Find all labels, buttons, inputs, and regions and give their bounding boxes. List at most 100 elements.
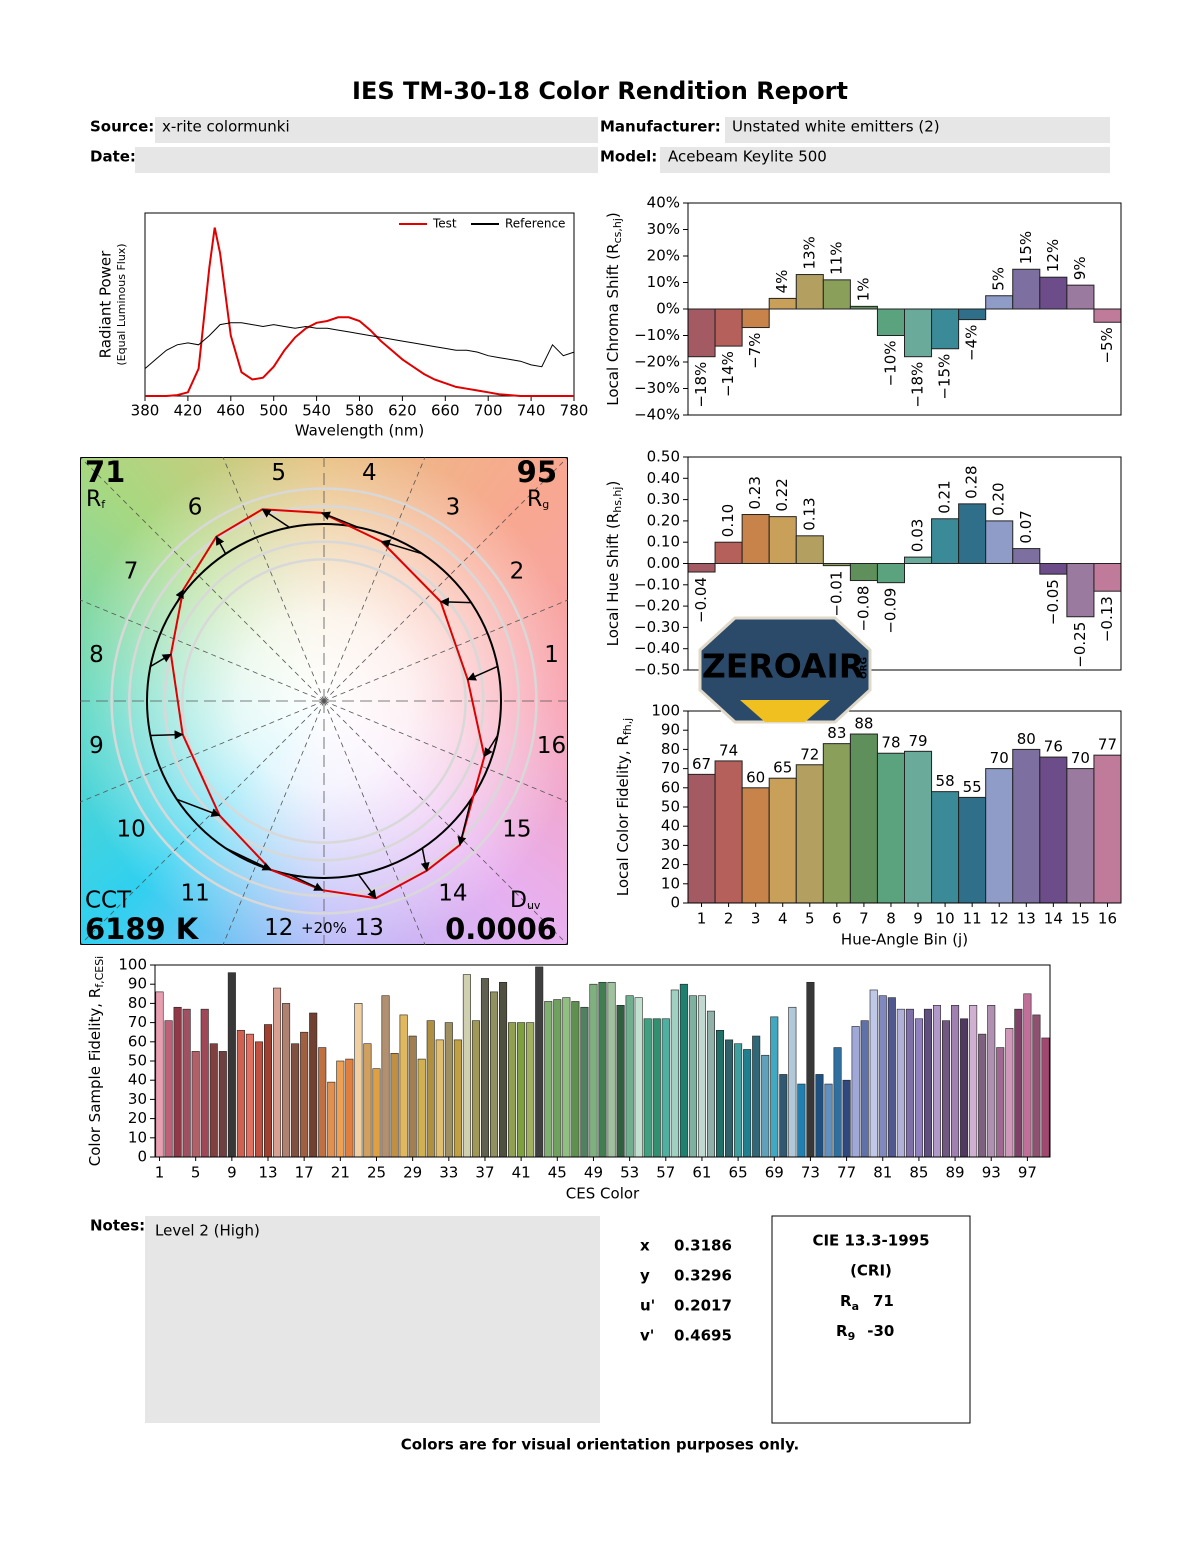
rg-label: Rg xyxy=(527,487,549,512)
axes-frame xyxy=(144,212,575,397)
bar xyxy=(849,563,878,582)
bar xyxy=(770,1016,779,1158)
bar xyxy=(562,997,571,1158)
ring-label: +20% xyxy=(301,919,347,937)
bar xyxy=(273,987,282,1158)
y-tick-label: 50 xyxy=(128,1052,147,1070)
value-label: 67 xyxy=(692,755,711,773)
shift-arrow xyxy=(420,848,430,872)
y-tick-label: −0.40 xyxy=(634,639,680,657)
bin-label: 14 xyxy=(438,880,467,906)
notes-text: Level 2 (High) xyxy=(155,1222,260,1240)
y-tick-label: 80 xyxy=(661,740,680,758)
x-tick-label: 13 xyxy=(258,1164,277,1182)
value-label: 78 xyxy=(881,734,900,752)
bar xyxy=(363,1043,372,1158)
bar xyxy=(652,1018,661,1158)
bin-divider xyxy=(222,700,325,945)
y-tick-label: 10% xyxy=(647,273,680,291)
text-part: f,CESi xyxy=(93,956,106,988)
bar xyxy=(1014,1008,1023,1158)
bar xyxy=(327,1081,336,1158)
x-tick-label: 420 xyxy=(174,402,203,420)
value-label: 65 xyxy=(773,759,792,777)
bin-label: 13 xyxy=(355,915,384,941)
bar xyxy=(182,1008,191,1158)
bar xyxy=(741,514,770,565)
y-axis-label: (Equal Luminous Flux) xyxy=(115,243,128,365)
y-tick-label: 20 xyxy=(128,1109,147,1127)
ring xyxy=(163,540,485,862)
x-tick-label: 25 xyxy=(367,1164,386,1182)
rg-value: 95 xyxy=(517,455,557,489)
bar xyxy=(931,518,960,565)
value-label: 74 xyxy=(719,741,738,759)
bin-label: 15 xyxy=(502,816,531,842)
bar xyxy=(788,1006,797,1158)
bar xyxy=(716,1029,725,1158)
x-tick-label: 81 xyxy=(873,1164,892,1182)
y-tick-label: 80 xyxy=(128,994,147,1012)
footer: Colors are for visual orientation purpos… xyxy=(401,1436,800,1454)
x-tick-label: 1 xyxy=(697,910,707,928)
value-label: 70 xyxy=(990,749,1009,767)
bar xyxy=(849,305,878,310)
bin-divider xyxy=(222,457,325,702)
value-label: 79 xyxy=(908,732,927,750)
bar xyxy=(1039,563,1068,575)
y-tick-label: 40 xyxy=(661,817,680,835)
bar xyxy=(851,1026,860,1158)
notes-label: Notes: xyxy=(90,1217,145,1235)
chroma-label: v' xyxy=(640,1327,654,1345)
x-tick-label: 12 xyxy=(990,910,1009,928)
bar xyxy=(987,1005,996,1158)
axes-frame xyxy=(154,964,1051,1158)
series-line xyxy=(145,227,574,397)
shift-arrow xyxy=(466,665,498,681)
bin-divider xyxy=(80,599,325,702)
value-label: 9% xyxy=(1071,256,1089,280)
value-label: 5% xyxy=(990,267,1008,291)
text-part: fh,j xyxy=(621,718,634,735)
text-part: Color Sample Fidelity, R xyxy=(86,988,104,1166)
bar xyxy=(1039,276,1068,310)
x-tick-label: 9 xyxy=(913,910,923,928)
value: -30 xyxy=(867,1322,894,1340)
x-tick-label: 13 xyxy=(1017,910,1036,928)
chroma-value: 0.2017 xyxy=(674,1297,732,1315)
value-label: −0.01 xyxy=(827,571,845,617)
ring xyxy=(128,505,520,897)
bar xyxy=(444,1022,453,1158)
bar xyxy=(931,308,960,350)
field-box xyxy=(725,117,1110,143)
bar xyxy=(815,1074,824,1158)
y-tick-label: 90 xyxy=(661,721,680,739)
bar xyxy=(589,983,598,1158)
value-label: 72 xyxy=(800,745,819,763)
bar xyxy=(978,1033,987,1158)
bar xyxy=(209,1043,218,1158)
bar xyxy=(435,1039,444,1158)
x-tick-label: 93 xyxy=(982,1164,1001,1182)
bar xyxy=(822,563,851,567)
value-label: 77 xyxy=(1098,736,1117,754)
bar xyxy=(725,1039,734,1158)
bar xyxy=(923,1008,932,1158)
bin-label: 10 xyxy=(116,816,145,842)
y-tick-label: −0.10 xyxy=(634,575,680,593)
bar xyxy=(372,1068,381,1158)
x-tick-label: 17 xyxy=(295,1164,314,1182)
bar xyxy=(336,1060,345,1158)
text-part: ) xyxy=(604,212,622,218)
bar xyxy=(806,981,815,1158)
value-label: 55 xyxy=(963,778,982,796)
y-tick-label: 0.30 xyxy=(647,490,680,508)
value-label: 0.13 xyxy=(800,497,818,530)
x-tick-label: 65 xyxy=(729,1164,748,1182)
bar xyxy=(408,1035,417,1158)
bar xyxy=(390,1053,399,1158)
shift-arrow xyxy=(215,535,227,555)
